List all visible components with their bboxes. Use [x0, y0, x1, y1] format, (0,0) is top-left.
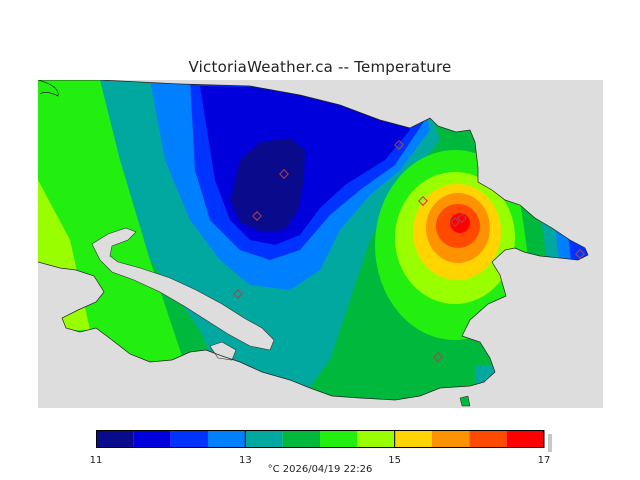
legend-caption: °C 2026/04/19 22:26	[267, 464, 373, 475]
legend-swatch	[170, 430, 208, 448]
legend-swatch	[432, 430, 470, 448]
station-marker[interactable]	[450, 217, 460, 227]
legend-tick-label: 15	[388, 455, 402, 466]
legend-swatch	[357, 430, 395, 448]
coastline-inlets	[91, 227, 275, 361]
station-marker[interactable]	[394, 140, 404, 150]
coastline	[38, 80, 589, 401]
legend-swatch	[394, 430, 432, 448]
map-title: VictoriaWeather.ca -- Temperature	[188, 58, 452, 76]
legend-swatch	[506, 430, 544, 448]
station-marker[interactable]	[457, 213, 467, 223]
coastline-corner	[38, 80, 59, 97]
temperature-map	[38, 80, 603, 408]
legend-swatch	[133, 430, 171, 448]
legend-shadow	[548, 434, 552, 452]
legend-tick-label: 13	[238, 455, 252, 466]
legend-swatch	[208, 430, 246, 448]
legend-swatch	[282, 430, 320, 448]
station-marker[interactable]	[418, 196, 428, 206]
temperature-legend	[96, 430, 545, 448]
legend-tick-label: 17	[537, 455, 551, 466]
legend-swatch	[320, 430, 358, 448]
legend-swatch	[469, 430, 507, 448]
station-marker[interactable]	[233, 289, 243, 299]
legend-tick-label: 11	[89, 455, 103, 466]
island	[459, 395, 471, 407]
station-marker[interactable]	[433, 352, 443, 362]
legend-swatch	[96, 430, 134, 448]
station-markers	[233, 140, 585, 362]
station-marker[interactable]	[252, 211, 262, 221]
station-marker[interactable]	[279, 169, 289, 179]
legend-swatch	[245, 430, 283, 448]
station-marker[interactable]	[575, 249, 585, 259]
